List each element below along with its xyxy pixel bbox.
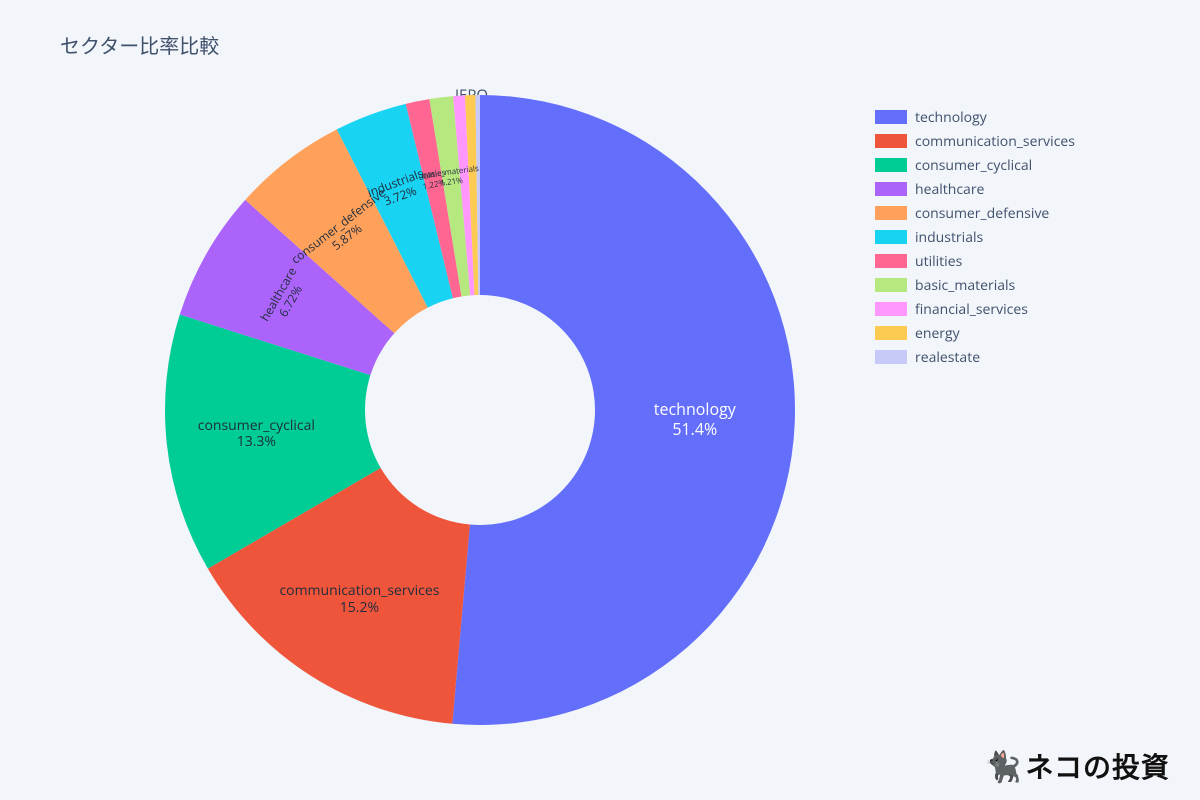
legend-swatch — [875, 230, 907, 244]
legend-swatch — [875, 134, 907, 148]
legend-label: technology — [915, 108, 987, 127]
legend-swatch — [875, 110, 907, 124]
legend-swatch — [875, 158, 907, 172]
legend-item-communication_services[interactable]: communication_services — [875, 129, 1075, 153]
chart-legend: technology communication_services consumer… — [875, 105, 1075, 369]
legend-swatch — [875, 254, 907, 268]
legend-swatch — [875, 326, 907, 340]
site-logo: 🐈‍⬛ ネコの投資 — [984, 746, 1170, 786]
logo-text: ネコの投資 — [1026, 746, 1170, 786]
legend-label: industrials — [915, 228, 983, 247]
legend-label: consumer_cyclical — [915, 156, 1032, 175]
legend-item-realestate[interactable]: realestate — [875, 345, 1075, 369]
legend-swatch — [875, 278, 907, 292]
slice-technology[interactable] — [452, 95, 795, 725]
legend-item-basic_materials[interactable]: basic_materials — [875, 273, 1075, 297]
legend-swatch — [875, 350, 907, 364]
legend-label: energy — [915, 324, 960, 343]
legend-label: basic_materials — [915, 276, 1015, 295]
legend-label: realestate — [915, 348, 980, 367]
legend-label: financial_services — [915, 300, 1028, 319]
legend-label: healthcare — [915, 180, 984, 199]
legend-swatch — [875, 206, 907, 220]
chart-title: セクター比率比較 — [60, 30, 219, 59]
legend-label: communication_services — [915, 132, 1075, 151]
legend-item-energy[interactable]: energy — [875, 321, 1075, 345]
legend-item-healthcare[interactable]: healthcare — [875, 177, 1075, 201]
sector-donut-chart — [140, 70, 820, 750]
legend-item-consumer_cyclical[interactable]: consumer_cyclical — [875, 153, 1075, 177]
cat-icon: 🐈‍⬛ — [984, 750, 1021, 785]
legend-item-technology[interactable]: technology — [875, 105, 1075, 129]
legend-swatch — [875, 302, 907, 316]
legend-item-consumer_defensive[interactable]: consumer_defensive — [875, 201, 1075, 225]
legend-swatch — [875, 182, 907, 196]
legend-label: consumer_defensive — [915, 204, 1049, 223]
legend-label: utilities — [915, 252, 962, 271]
legend-item-financial_services[interactable]: financial_services — [875, 297, 1075, 321]
legend-item-utilities[interactable]: utilities — [875, 249, 1075, 273]
legend-item-industrials[interactable]: industrials — [875, 225, 1075, 249]
